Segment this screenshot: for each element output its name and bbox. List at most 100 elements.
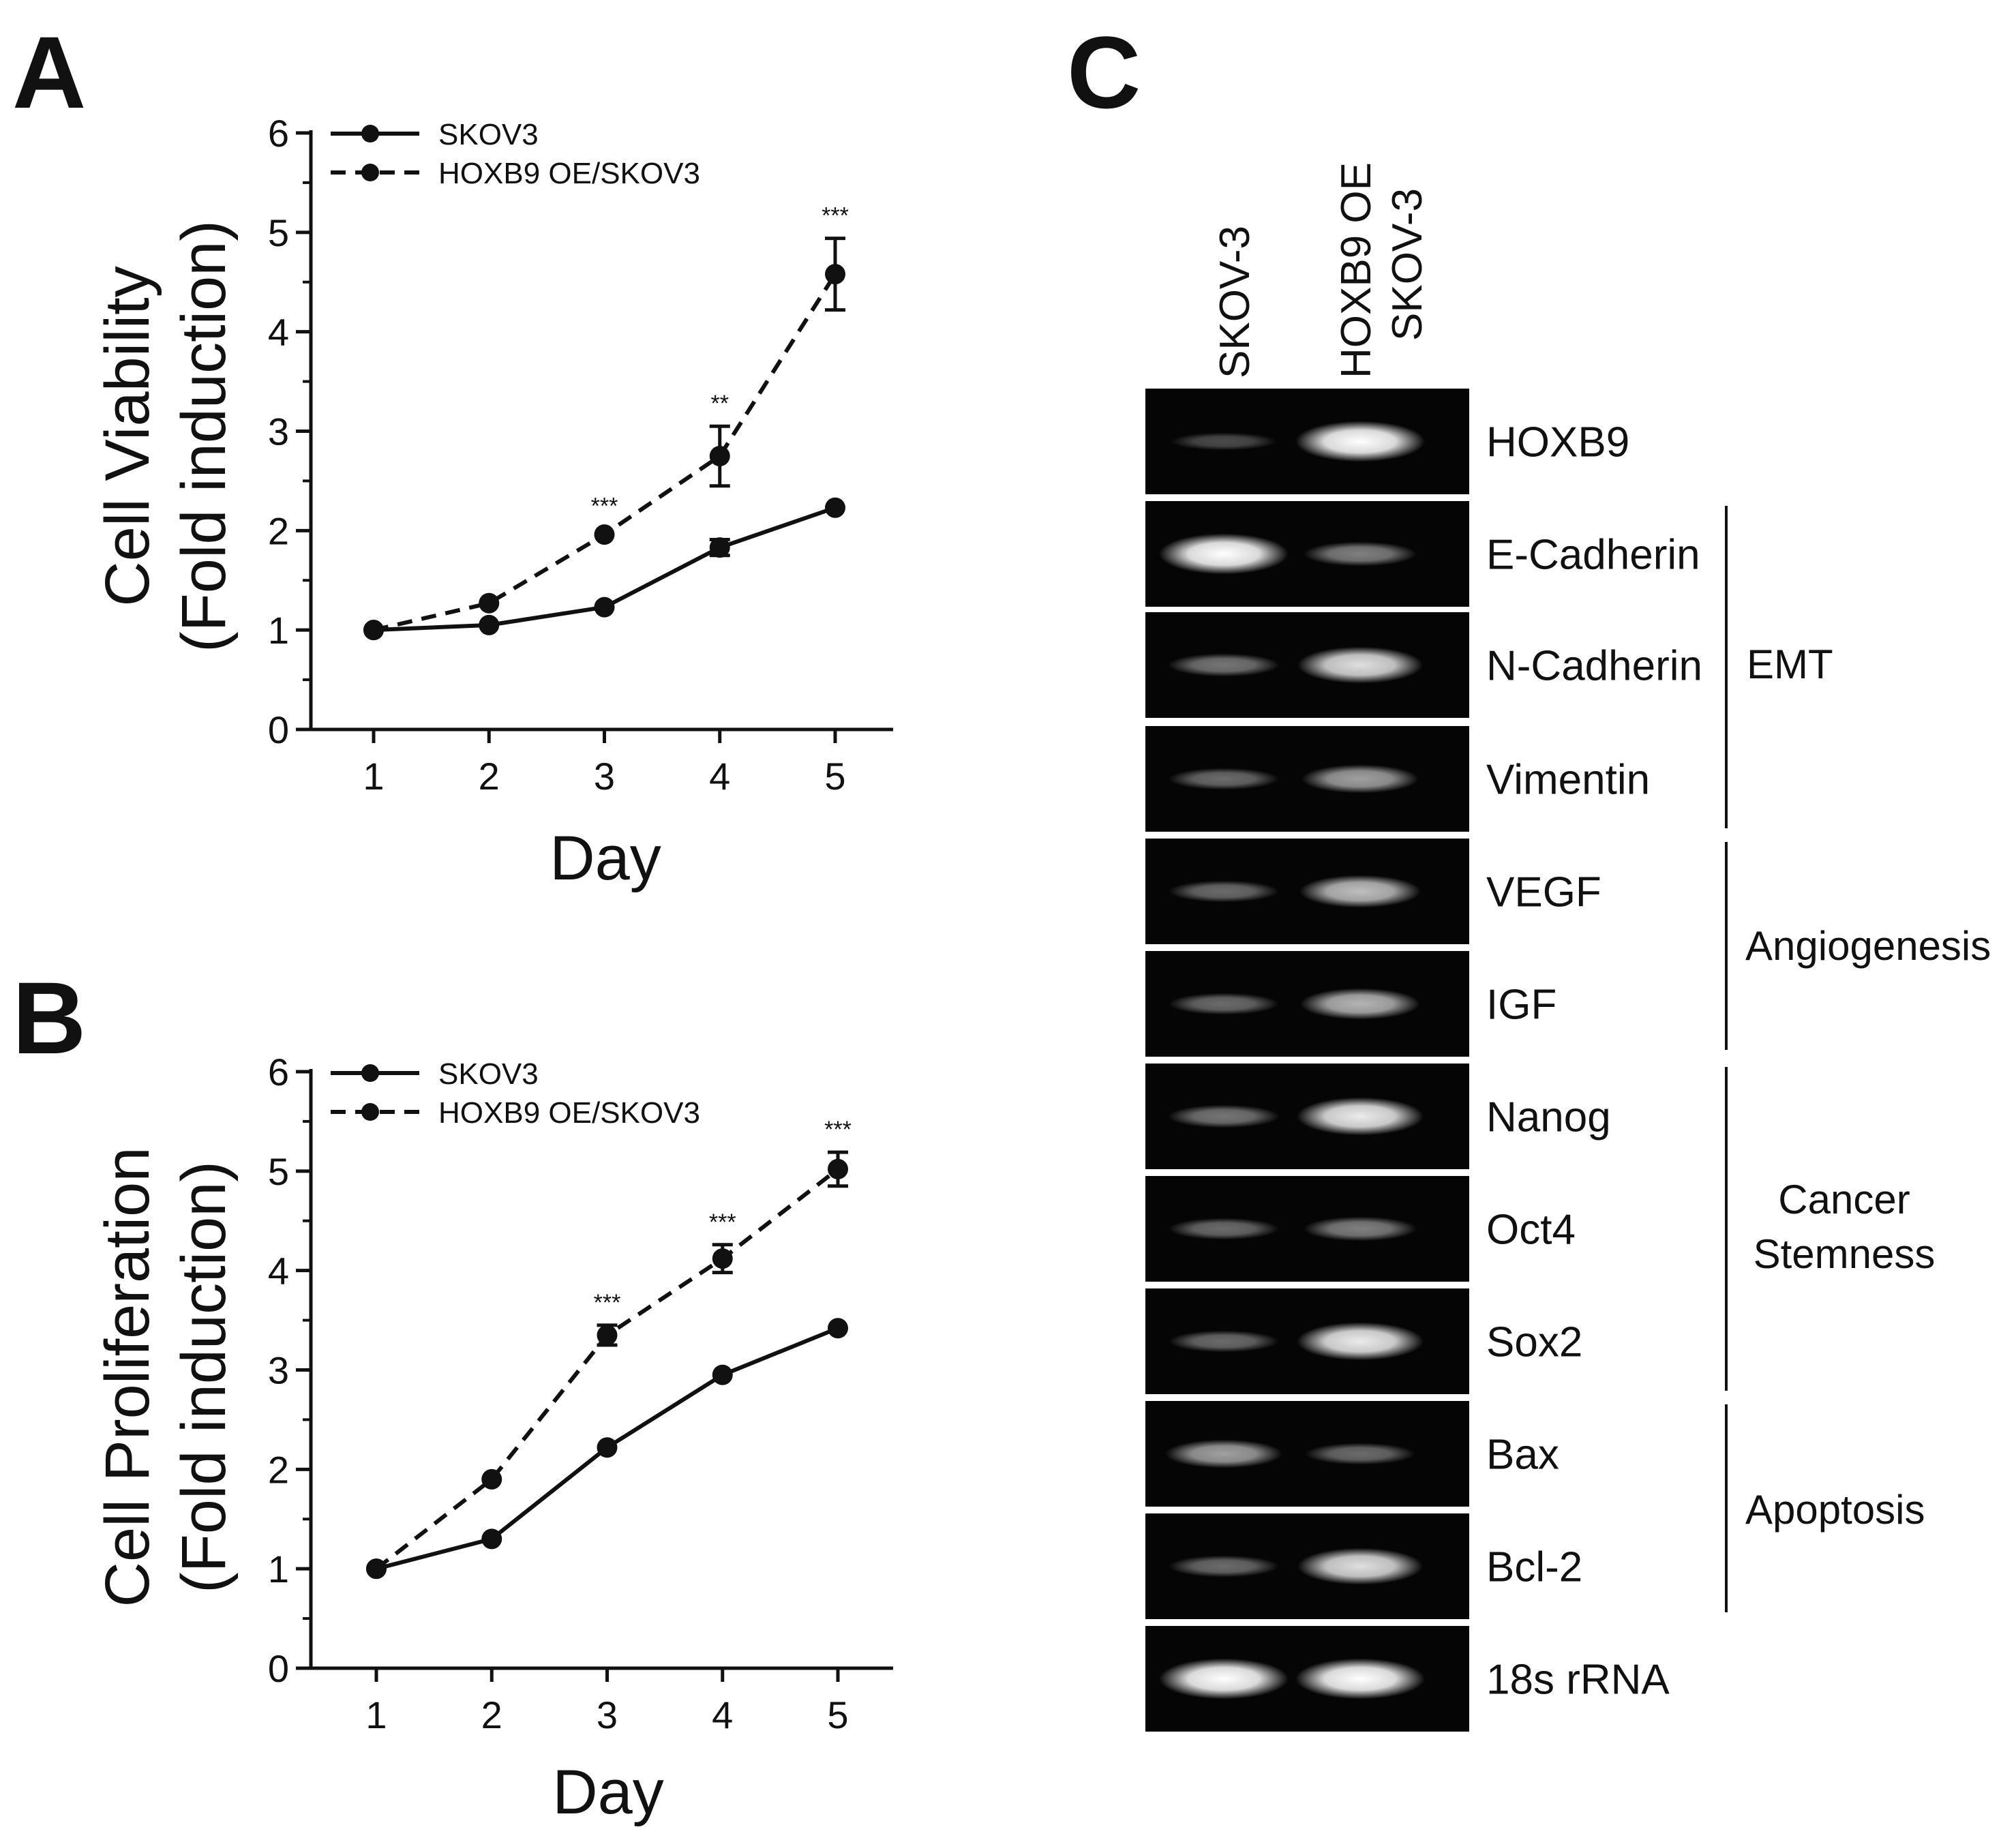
gel-band bbox=[1169, 1218, 1279, 1240]
gene-label: Oct4 bbox=[1486, 1207, 1576, 1254]
x-tick-label: 3 bbox=[594, 755, 615, 798]
gel-band bbox=[1168, 653, 1280, 677]
data-point bbox=[594, 597, 615, 618]
panel-letter-a: A bbox=[12, 15, 86, 130]
data-point bbox=[709, 445, 730, 466]
data-point bbox=[825, 264, 845, 285]
significance-label: *** bbox=[824, 1117, 852, 1143]
y-tick-label: 6 bbox=[268, 1051, 289, 1094]
chart-a-ylabel-line2: (Fold induction) bbox=[169, 220, 239, 652]
chart-b-xlabel: Day bbox=[552, 1758, 664, 1827]
y-tick-label: 5 bbox=[268, 1150, 289, 1193]
data-point bbox=[479, 614, 500, 635]
gene-label: Vimentin bbox=[1486, 757, 1650, 804]
legend-label: SKOV3 bbox=[438, 118, 539, 151]
gel-band bbox=[1165, 1439, 1282, 1468]
group-label-stemness: Stemness bbox=[1754, 1231, 1936, 1277]
chart-b-ylabel-line1: Cell Proliferation bbox=[93, 1147, 162, 1608]
gel-band bbox=[1295, 421, 1425, 462]
x-tick-label: 4 bbox=[709, 755, 730, 798]
y-tick-label: 0 bbox=[268, 1647, 289, 1690]
legend-marker bbox=[361, 1103, 379, 1121]
gel-band bbox=[1297, 646, 1423, 684]
lane-label-hoxb9-oe: HOXB9 OE bbox=[1333, 162, 1380, 378]
gel-band bbox=[1297, 1097, 1424, 1136]
gel-band bbox=[1304, 541, 1417, 567]
panel-letter-c: C bbox=[1067, 15, 1141, 130]
legend-marker bbox=[361, 125, 379, 142]
data-point bbox=[597, 1437, 618, 1458]
gel-band bbox=[1169, 880, 1279, 903]
data-point bbox=[481, 1528, 502, 1550]
gene-label: 18s rRNA bbox=[1486, 1657, 1670, 1704]
x-tick-label: 2 bbox=[479, 755, 500, 798]
y-tick-label: 1 bbox=[268, 609, 289, 652]
group-label-apoptosis: Apoptosis bbox=[1745, 1487, 1925, 1533]
gene-label: Sox2 bbox=[1486, 1319, 1582, 1366]
significance-label: *** bbox=[709, 1209, 736, 1235]
chart-b: Cell Proliferation (Fold induction) Day … bbox=[93, 1051, 893, 1827]
significance-label: *** bbox=[594, 1290, 621, 1316]
data-point bbox=[366, 1558, 387, 1580]
x-tick-label: 4 bbox=[712, 1693, 733, 1736]
gene-label: E-Cadherin bbox=[1486, 532, 1700, 579]
data-point bbox=[712, 1364, 733, 1385]
chart-a-ylabel-line1: Cell Viability bbox=[93, 266, 162, 606]
data-point bbox=[828, 1158, 848, 1179]
data-point bbox=[479, 592, 500, 614]
gene-label: Bcl-2 bbox=[1486, 1544, 1582, 1591]
gel-band bbox=[1295, 1658, 1425, 1700]
gene-label: N-Cadherin bbox=[1486, 643, 1702, 690]
lane-label-skov3: SKOV-3 bbox=[1212, 226, 1259, 378]
gel-band bbox=[1302, 764, 1419, 794]
chart-b-ylabel-line2: (Fold induction) bbox=[169, 1161, 239, 1593]
x-tick-label: 1 bbox=[365, 1693, 387, 1736]
legend-label: HOXB9 OE/SKOV3 bbox=[438, 157, 700, 190]
data-point bbox=[712, 1248, 733, 1269]
gel-band bbox=[1159, 533, 1289, 575]
gel-band bbox=[1297, 1322, 1424, 1361]
chart-a-xlabel: Day bbox=[550, 824, 661, 893]
legend-label: HOXB9 OE/SKOV3 bbox=[438, 1096, 700, 1130]
gene-label: VEGF bbox=[1486, 869, 1601, 916]
gel-band bbox=[1297, 1548, 1423, 1585]
legend-label: SKOV3 bbox=[438, 1057, 539, 1091]
y-tick-label: 5 bbox=[268, 211, 289, 254]
series-line-hoxb9-oe bbox=[373, 273, 837, 633]
x-tick-label: 2 bbox=[481, 1693, 502, 1736]
y-tick-label: 1 bbox=[268, 1548, 289, 1590]
gel-band bbox=[1304, 1216, 1417, 1241]
significance-label: *** bbox=[591, 493, 618, 519]
legend-marker bbox=[361, 164, 379, 181]
y-tick-label: 3 bbox=[268, 410, 289, 453]
chart-a: Cell Viability (Fold induction) Day 0 1 2 3… bbox=[93, 112, 893, 893]
data-point bbox=[594, 524, 615, 545]
gene-label: Bax bbox=[1486, 1432, 1559, 1479]
gene-label: IGF bbox=[1486, 982, 1556, 1029]
x-tick-label: 5 bbox=[824, 755, 845, 798]
x-tick-label: 5 bbox=[827, 1693, 848, 1736]
gel-band bbox=[1169, 768, 1279, 790]
gel-band bbox=[1159, 1658, 1289, 1700]
y-tick-label: 0 bbox=[268, 708, 289, 751]
data-point bbox=[363, 620, 384, 641]
gel-band bbox=[1171, 432, 1277, 451]
gel-groups: EMT Angiogenesis Cancer Stemness Apoptos… bbox=[1725, 506, 1991, 1612]
data-point bbox=[709, 537, 730, 558]
panel-letter-b: B bbox=[12, 961, 86, 1075]
gene-label: HOXB9 bbox=[1486, 419, 1629, 466]
gel-band bbox=[1169, 1555, 1279, 1578]
y-tick-label: 2 bbox=[268, 1448, 289, 1491]
gel-band bbox=[1300, 988, 1420, 1020]
data-point bbox=[481, 1468, 502, 1490]
data-point bbox=[597, 1325, 618, 1346]
gel-panel: SKOV-3 HOXB9 OE SKOV-3 HOXB9 E-Cadherin N-… bbox=[1145, 162, 1991, 1732]
group-label-angiogenesis: Angiogenesis bbox=[1745, 923, 1991, 969]
y-tick-label: 2 bbox=[268, 509, 289, 552]
legend-marker bbox=[361, 1064, 379, 1082]
gel-band bbox=[1169, 993, 1279, 1015]
y-tick-label: 3 bbox=[268, 1349, 289, 1392]
x-tick-label: 3 bbox=[597, 1693, 618, 1736]
